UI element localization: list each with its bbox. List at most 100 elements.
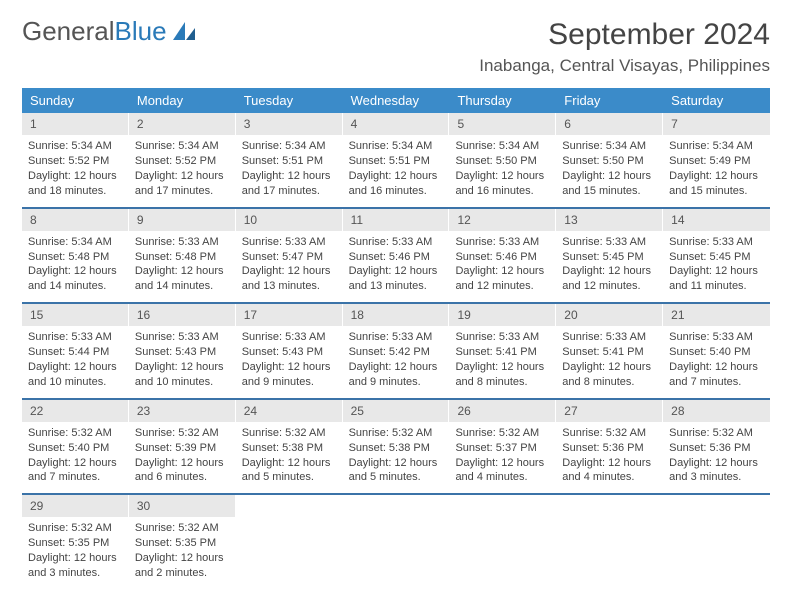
day-cell: 24Sunrise: 5:32 AMSunset: 5:38 PMDayligh… bbox=[236, 400, 343, 494]
day-cell: 15Sunrise: 5:33 AMSunset: 5:44 PMDayligh… bbox=[22, 304, 129, 398]
day-cell: 7Sunrise: 5:34 AMSunset: 5:49 PMDaylight… bbox=[663, 113, 770, 207]
weekday-cell: Thursday bbox=[449, 88, 556, 113]
day-number: 11 bbox=[343, 209, 450, 231]
day-cell: 17Sunrise: 5:33 AMSunset: 5:43 PMDayligh… bbox=[236, 304, 343, 398]
daylight-line: Daylight: 12 hours and 11 minutes. bbox=[669, 264, 764, 294]
daylight-line: Daylight: 12 hours and 9 minutes. bbox=[349, 360, 444, 390]
sunrise-line: Sunrise: 5:34 AM bbox=[669, 139, 764, 154]
weekday-cell: Saturday bbox=[663, 88, 770, 113]
daylight-line: Daylight: 12 hours and 16 minutes. bbox=[455, 169, 550, 199]
day-body: Sunrise: 5:32 AMSunset: 5:35 PMDaylight:… bbox=[129, 517, 236, 588]
sunset-line: Sunset: 5:38 PM bbox=[349, 441, 444, 456]
week-row: 1Sunrise: 5:34 AMSunset: 5:52 PMDaylight… bbox=[22, 113, 770, 209]
sunset-line: Sunset: 5:49 PM bbox=[669, 154, 764, 169]
day-cell: 27Sunrise: 5:32 AMSunset: 5:36 PMDayligh… bbox=[556, 400, 663, 494]
sunset-line: Sunset: 5:45 PM bbox=[669, 250, 764, 265]
daylight-line: Daylight: 12 hours and 7 minutes. bbox=[669, 360, 764, 390]
day-cell bbox=[236, 495, 343, 589]
day-cell: 14Sunrise: 5:33 AMSunset: 5:45 PMDayligh… bbox=[663, 209, 770, 303]
day-cell: 21Sunrise: 5:33 AMSunset: 5:40 PMDayligh… bbox=[663, 304, 770, 398]
sunrise-line: Sunrise: 5:32 AM bbox=[455, 426, 550, 441]
daylight-line: Daylight: 12 hours and 3 minutes. bbox=[28, 551, 123, 581]
day-cell: 28Sunrise: 5:32 AMSunset: 5:36 PMDayligh… bbox=[663, 400, 770, 494]
day-number: 19 bbox=[449, 304, 556, 326]
day-cell: 12Sunrise: 5:33 AMSunset: 5:46 PMDayligh… bbox=[449, 209, 556, 303]
day-cell: 8Sunrise: 5:34 AMSunset: 5:48 PMDaylight… bbox=[22, 209, 129, 303]
sunset-line: Sunset: 5:36 PM bbox=[669, 441, 764, 456]
sunrise-line: Sunrise: 5:34 AM bbox=[135, 139, 230, 154]
day-number: 17 bbox=[236, 304, 343, 326]
logo-text-general: General bbox=[22, 18, 115, 44]
day-number: 29 bbox=[22, 495, 129, 517]
day-body: Sunrise: 5:32 AMSunset: 5:37 PMDaylight:… bbox=[449, 422, 556, 493]
daylight-line: Daylight: 12 hours and 17 minutes. bbox=[135, 169, 230, 199]
daylight-line: Daylight: 12 hours and 5 minutes. bbox=[242, 456, 337, 486]
daylight-line: Daylight: 12 hours and 15 minutes. bbox=[562, 169, 657, 199]
sunrise-line: Sunrise: 5:34 AM bbox=[455, 139, 550, 154]
day-cell: 25Sunrise: 5:32 AMSunset: 5:38 PMDayligh… bbox=[343, 400, 450, 494]
sunset-line: Sunset: 5:40 PM bbox=[28, 441, 123, 456]
day-number: 14 bbox=[663, 209, 770, 231]
day-cell bbox=[663, 495, 770, 589]
day-body: Sunrise: 5:34 AMSunset: 5:50 PMDaylight:… bbox=[556, 135, 663, 206]
day-number: 2 bbox=[129, 113, 236, 135]
day-number: 5 bbox=[449, 113, 556, 135]
sunrise-line: Sunrise: 5:33 AM bbox=[135, 235, 230, 250]
logo-sail-icon bbox=[171, 20, 199, 42]
day-cell: 22Sunrise: 5:32 AMSunset: 5:40 PMDayligh… bbox=[22, 400, 129, 494]
day-body: Sunrise: 5:33 AMSunset: 5:41 PMDaylight:… bbox=[449, 326, 556, 397]
weeks-container: 1Sunrise: 5:34 AMSunset: 5:52 PMDaylight… bbox=[22, 113, 770, 589]
day-number: 21 bbox=[663, 304, 770, 326]
sunrise-line: Sunrise: 5:33 AM bbox=[455, 235, 550, 250]
day-body: Sunrise: 5:34 AMSunset: 5:52 PMDaylight:… bbox=[22, 135, 129, 206]
sunrise-line: Sunrise: 5:33 AM bbox=[669, 330, 764, 345]
day-cell: 5Sunrise: 5:34 AMSunset: 5:50 PMDaylight… bbox=[449, 113, 556, 207]
day-body: Sunrise: 5:33 AMSunset: 5:46 PMDaylight:… bbox=[343, 231, 450, 302]
day-body: Sunrise: 5:34 AMSunset: 5:50 PMDaylight:… bbox=[449, 135, 556, 206]
day-cell: 2 Sunrise: 5:34 AMSunset: 5:52 PMDaylight… bbox=[129, 113, 236, 207]
weekday-cell: Friday bbox=[556, 88, 663, 113]
daylight-line: Daylight: 12 hours and 8 minutes. bbox=[455, 360, 550, 390]
daylight-line: Daylight: 12 hours and 13 minutes. bbox=[349, 264, 444, 294]
sunrise-line: Sunrise: 5:34 AM bbox=[28, 235, 123, 250]
day-body bbox=[343, 501, 450, 561]
sunrise-line: Sunrise: 5:32 AM bbox=[562, 426, 657, 441]
day-number: 13 bbox=[556, 209, 663, 231]
day-number: 25 bbox=[343, 400, 450, 422]
day-body: Sunrise: 5:34 AMSunset: 5:51 PMDaylight:… bbox=[343, 135, 450, 206]
sunrise-line: Sunrise: 5:33 AM bbox=[28, 330, 123, 345]
sunrise-line: Sunrise: 5:33 AM bbox=[135, 330, 230, 345]
calendar: SundayMondayTuesdayWednesdayThursdayFrid… bbox=[22, 88, 770, 589]
sunset-line: Sunset: 5:39 PM bbox=[135, 441, 230, 456]
sunset-line: Sunset: 5:52 PM bbox=[28, 154, 123, 169]
day-cell bbox=[556, 495, 663, 589]
sunset-line: Sunset: 5:36 PM bbox=[562, 441, 657, 456]
day-number: 8 bbox=[22, 209, 129, 231]
sunset-line: Sunset: 5:52 PM bbox=[135, 154, 230, 169]
day-body: Sunrise: 5:32 AMSunset: 5:40 PMDaylight:… bbox=[22, 422, 129, 493]
sunset-line: Sunset: 5:37 PM bbox=[455, 441, 550, 456]
sunrise-line: Sunrise: 5:34 AM bbox=[562, 139, 657, 154]
day-cell: 26Sunrise: 5:32 AMSunset: 5:37 PMDayligh… bbox=[449, 400, 556, 494]
sunrise-line: Sunrise: 5:33 AM bbox=[242, 330, 337, 345]
day-cell: 6Sunrise: 5:34 AMSunset: 5:50 PMDaylight… bbox=[556, 113, 663, 207]
day-cell: 13Sunrise: 5:33 AMSunset: 5:45 PMDayligh… bbox=[556, 209, 663, 303]
day-number: 9 bbox=[129, 209, 236, 231]
weekday-cell: Sunday bbox=[22, 88, 129, 113]
day-number: 23 bbox=[129, 400, 236, 422]
sunrise-line: Sunrise: 5:32 AM bbox=[28, 426, 123, 441]
logo-text-blue: Blue bbox=[115, 18, 167, 44]
day-number: 20 bbox=[556, 304, 663, 326]
day-body: Sunrise: 5:33 AMSunset: 5:46 PMDaylight:… bbox=[449, 231, 556, 302]
sunrise-line: Sunrise: 5:33 AM bbox=[562, 235, 657, 250]
sunrise-line: Sunrise: 5:32 AM bbox=[135, 521, 230, 536]
sunset-line: Sunset: 5:48 PM bbox=[28, 250, 123, 265]
sunset-line: Sunset: 5:35 PM bbox=[135, 536, 230, 551]
day-body: Sunrise: 5:32 AMSunset: 5:38 PMDaylight:… bbox=[343, 422, 450, 493]
day-cell: 29Sunrise: 5:32 AMSunset: 5:35 PMDayligh… bbox=[22, 495, 129, 589]
daylight-line: Daylight: 12 hours and 2 minutes. bbox=[135, 551, 230, 581]
day-number: 3 bbox=[236, 113, 343, 135]
day-body: Sunrise: 5:32 AMSunset: 5:36 PMDaylight:… bbox=[663, 422, 770, 493]
day-number: 15 bbox=[22, 304, 129, 326]
day-number: 27 bbox=[556, 400, 663, 422]
